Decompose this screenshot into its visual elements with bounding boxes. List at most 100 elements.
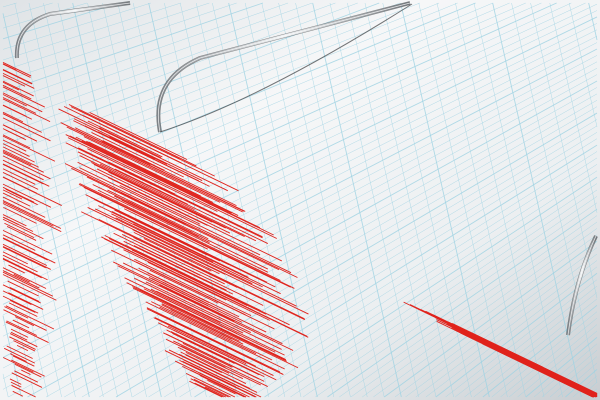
grid-line-horizontal <box>482 304 598 398</box>
grid-line-vertical <box>195 2 286 398</box>
seismic-trace-line <box>132 287 299 369</box>
grid-line-horizontal <box>2 2 420 167</box>
seismic-trace-line <box>134 258 252 317</box>
grid-line-vertical <box>347 2 437 398</box>
seismic-trace-line <box>2 75 26 87</box>
grid-line-horizontal <box>2 2 401 156</box>
seismic-trace-line <box>178 353 251 389</box>
seismic-trace-line <box>581 385 598 395</box>
seismic-trace-line <box>12 355 35 367</box>
seismic-trace-line <box>91 162 245 237</box>
seismic-trace-line <box>83 136 221 203</box>
grid-line-vertical <box>72 2 162 398</box>
seismic-trace-line <box>11 359 45 377</box>
seismic-trace-line <box>534 367 596 398</box>
seismic-trace-line <box>121 199 210 243</box>
stylus-needle-highlight <box>567 235 597 336</box>
seismic-trace-line <box>132 286 287 362</box>
grid-line-vertical <box>2 75 76 398</box>
seismic-trace-line <box>75 136 239 216</box>
seismic-trace-line <box>123 249 270 321</box>
seismic-trace-line <box>2 251 29 265</box>
seismic-trace-line <box>95 208 297 307</box>
seismic-trace-line <box>2 135 56 162</box>
seismic-trace-line <box>177 346 244 380</box>
seismic-trace-line <box>2 84 32 100</box>
seismic-trace-line <box>6 225 37 241</box>
seismic-trace-line <box>135 219 208 256</box>
grid-line-horizontal <box>339 215 598 398</box>
seismic-trace-line <box>145 301 285 370</box>
seismic-trace-line <box>159 306 257 355</box>
seismic-trace-line <box>2 168 36 185</box>
seismic-trace-line <box>109 136 168 165</box>
seismic-trace-line <box>4 306 29 319</box>
seismic-trace-line <box>5 305 55 330</box>
seismic-trace-line <box>143 288 276 353</box>
seismic-trace-line <box>183 359 240 388</box>
seismic-trace-line <box>14 370 38 383</box>
seismic-trace-line <box>2 155 51 180</box>
grid-line-horizontal <box>2 61 598 379</box>
grid-line-horizontal <box>500 317 598 398</box>
seismic-trace-line <box>133 237 238 288</box>
grid-line-vertical <box>87 2 177 398</box>
seismic-trace-line <box>4 222 35 238</box>
grid-line-horizontal <box>533 343 598 398</box>
seismic-trace-line <box>580 386 598 395</box>
seismic-trace-line <box>9 333 38 348</box>
seismic-trace-line <box>79 167 261 256</box>
grid-line-vertical <box>436 2 526 398</box>
seismic-trace-line <box>71 167 298 278</box>
grid-line-horizontal <box>164 132 598 398</box>
seismic-trace-line <box>157 322 277 381</box>
seismic-trace-line <box>132 229 226 275</box>
grid-line-horizontal <box>2 2 510 220</box>
seismic-trace-line <box>2 201 54 227</box>
seismic-trace-line <box>122 234 225 285</box>
grid-line-horizontal <box>2 2 336 124</box>
grid-line-horizontal <box>27 80 598 398</box>
seismic-trace-line <box>2 124 38 142</box>
grid-line-vertical <box>568 2 598 127</box>
seismic-trace-line <box>2 159 44 181</box>
seismic-trace-line <box>146 307 281 373</box>
grid-line-horizontal <box>81 100 598 398</box>
grid-line-horizontal <box>45 87 598 398</box>
seismic-trace-line <box>2 176 62 206</box>
seismic-trace-line <box>10 381 22 388</box>
grid-line-horizontal <box>2 2 586 273</box>
seismic-trace-line <box>2 81 20 91</box>
seismic-trace-line <box>108 171 213 223</box>
seismic-trace-line <box>2 274 57 301</box>
seismic-trace-line <box>139 289 286 361</box>
seismic-trace-line <box>99 127 162 159</box>
grid-line-horizontal <box>8 74 598 398</box>
seismic-trace-line <box>124 244 261 311</box>
grid-line-horizontal <box>373 234 598 398</box>
grid-line-horizontal <box>2 2 152 50</box>
seismic-trace-line <box>2 229 53 255</box>
grid-line-horizontal <box>525 337 598 398</box>
seismic-trace-line <box>482 343 593 398</box>
seismic-trace-line <box>117 265 294 351</box>
seismic-trace-line <box>13 273 30 283</box>
seismic-trace-line <box>2 149 39 168</box>
grid-line-horizontal <box>464 292 598 398</box>
seismic-trace-line <box>83 186 291 288</box>
seismic-trace-line <box>9 299 36 313</box>
grid-line-vertical <box>312 2 402 398</box>
seismic-trace-line <box>2 237 56 264</box>
seismic-trace-line <box>21 369 31 375</box>
seismic-trace-line <box>11 384 36 398</box>
seismic-trace-line <box>92 184 269 270</box>
seismic-trace-line <box>113 232 264 306</box>
seismic-trace-line <box>8 264 25 274</box>
seismic-trace-line <box>2 192 31 207</box>
seismic-trace-line <box>8 302 38 317</box>
seismic-trace-line <box>2 80 34 97</box>
grid-line-horizontal <box>2 67 598 390</box>
seismic-trace-line <box>2 183 52 208</box>
grid-line-horizontal <box>2 42 598 348</box>
stylus-needle-highlight <box>158 2 411 133</box>
